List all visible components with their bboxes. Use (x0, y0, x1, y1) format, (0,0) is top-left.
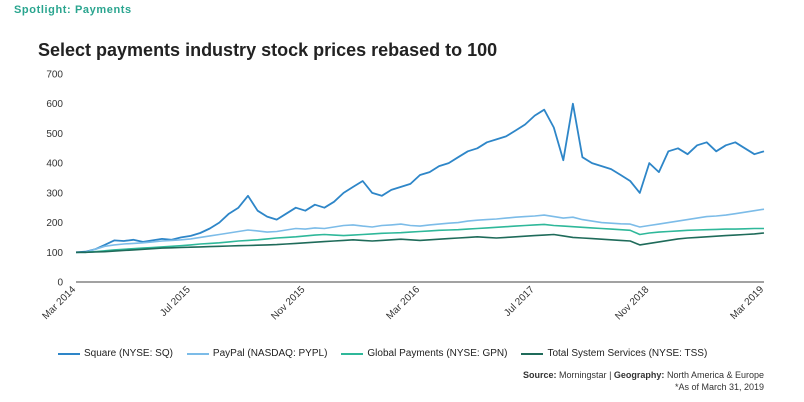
chart-title: Select payments industry stock prices re… (38, 40, 498, 60)
legend-label-tss: Total System Services (NYSE: TSS) (547, 348, 708, 359)
legend-label-global-payments: Global Payments (NYSE: GPN) (367, 348, 508, 359)
y-tick-label: 0 (57, 278, 63, 289)
legend-swatch-global-payments (341, 352, 364, 355)
x-tick-label: Mar 2016 (384, 284, 422, 322)
legend-item-paypal: PayPal (NASDAQ: PYPL) (186, 348, 328, 359)
legend-swatch-square (58, 352, 80, 355)
y-tick-label: 600 (46, 99, 63, 110)
series-line (76, 208, 765, 254)
source-note: Source: Morningstar | Geography: North A… (523, 369, 764, 393)
source-line: Source: Morningstar | Geography: North A… (523, 369, 764, 381)
eyebrow-label: Spotlight: Payments (14, 4, 132, 16)
as-of-note: *As of March 31, 2019 (674, 382, 764, 392)
geography-value: North America & Europe (666, 370, 764, 380)
legend-swatch-paypal (186, 352, 209, 355)
series-line (75, 102, 765, 254)
legend-label-paypal: PayPal (NASDAQ: PYPL) (212, 348, 328, 359)
source-label: Source: (522, 370, 557, 380)
x-tick-label: Nov 2018 (613, 284, 651, 322)
x-tick-label: Mar 2019 (728, 284, 766, 322)
y-tick-label: 100 (46, 248, 63, 259)
source-value: Morningstar (559, 370, 607, 380)
legend-item-square: Square (NYSE: SQ) (58, 348, 173, 359)
y-tick-label: 400 (46, 159, 63, 170)
x-tick-label: Jul 2017 (502, 284, 537, 319)
chart-legend: Square (NYSE: SQ) PayPal (NASDAQ: PYPL) … (58, 348, 798, 359)
series-line (76, 223, 764, 254)
y-tick-label: 200 (46, 218, 63, 229)
legend-swatch-tss (521, 352, 544, 355)
y-tick-label: 500 (46, 129, 63, 140)
y-tick-label: 300 (46, 188, 63, 199)
series-line (76, 232, 765, 254)
y-tick-label: 700 (46, 70, 63, 81)
legend-label-square: Square (NYSE: SQ) (84, 348, 173, 359)
source-separator: | (609, 370, 612, 380)
legend-item-tss: Total System Services (NYSE: TSS) (521, 348, 707, 359)
geography-label: Geography: (613, 370, 665, 380)
legend-item-global-payments: Global Payments (NYSE: GPN) (341, 348, 507, 359)
x-tick-label: Mar 2014 (40, 284, 78, 322)
x-tick-label: Jul 2015 (158, 284, 193, 319)
x-tick-label: Nov 2015 (269, 284, 307, 322)
